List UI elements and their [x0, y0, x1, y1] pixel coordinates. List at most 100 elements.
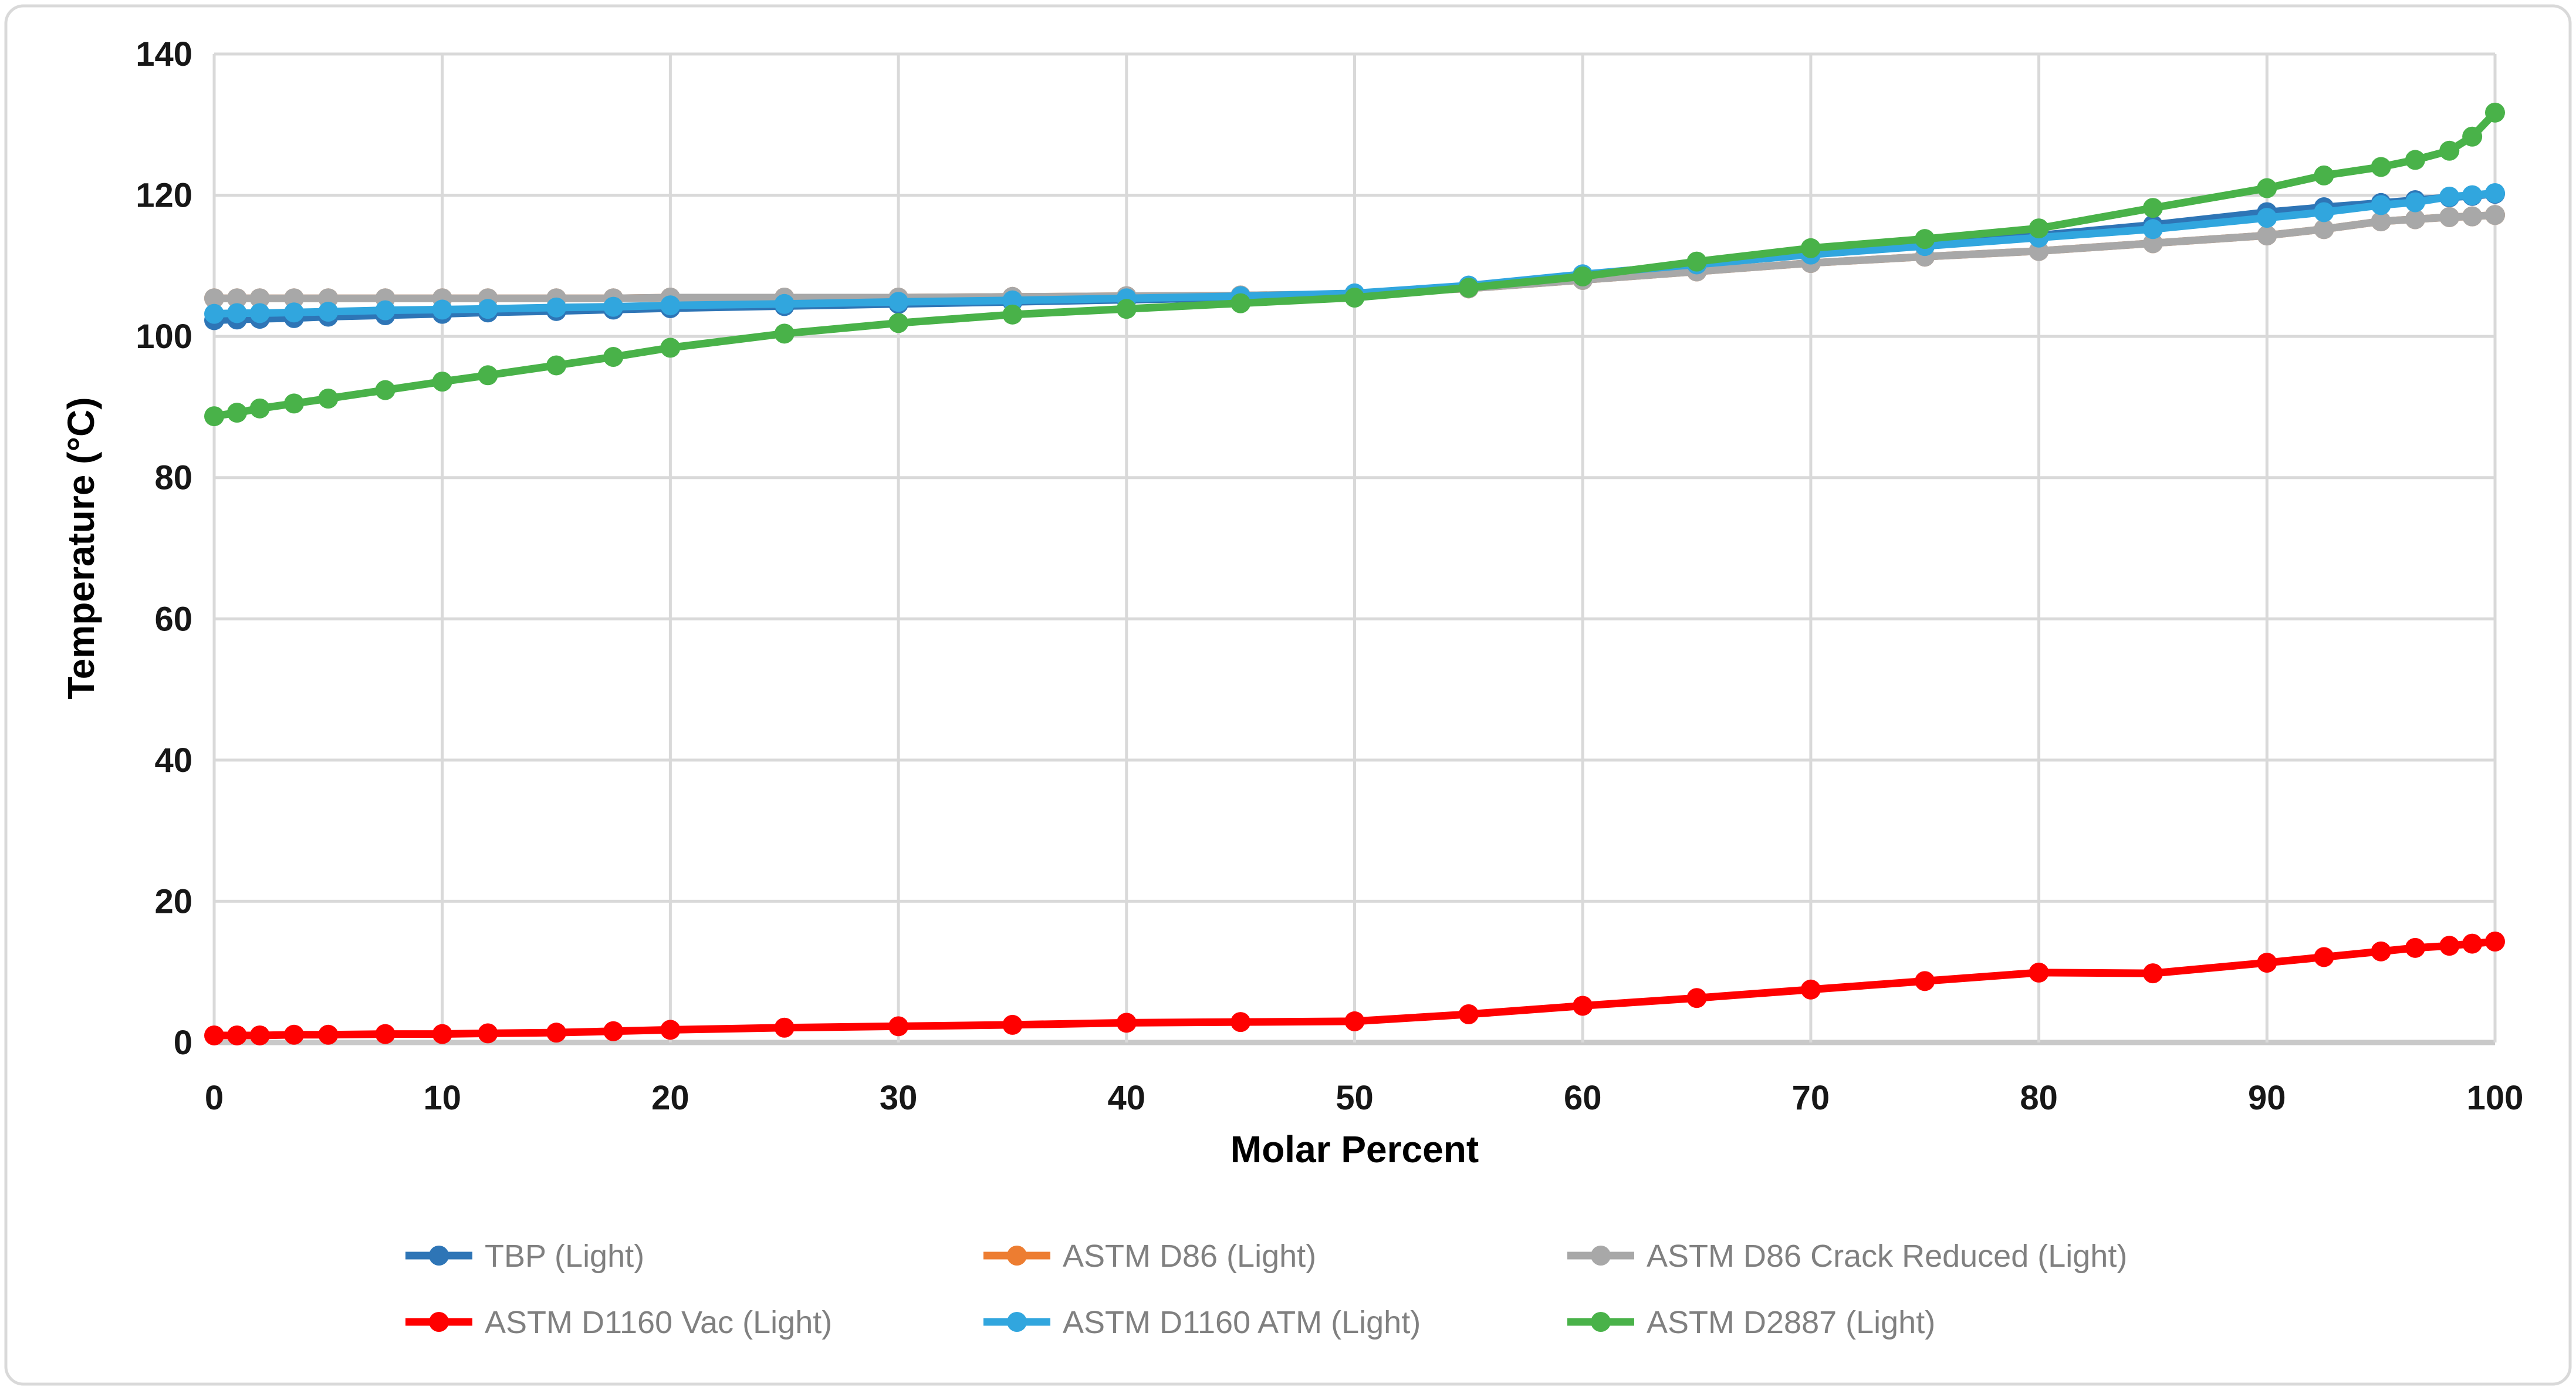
x-tick-label: 70	[1792, 1079, 1830, 1117]
data-point	[2257, 225, 2277, 246]
data-point	[1573, 266, 1593, 286]
data-point	[2142, 233, 2163, 254]
data-point	[2405, 209, 2425, 230]
data-point	[2485, 183, 2505, 203]
x-tick-label: 80	[2020, 1079, 2058, 1117]
legend-item[interactable]: ASTM D1160 ATM (Light)	[983, 1305, 1421, 1340]
data-point	[1800, 238, 1821, 258]
data-point	[432, 299, 452, 320]
legend-item[interactable]: ASTM D2887 (Light)	[1567, 1305, 1935, 1340]
data-point	[1230, 293, 1251, 313]
data-point	[432, 1024, 452, 1044]
data-point	[888, 313, 909, 333]
legend-point-sample	[1591, 1246, 1611, 1266]
legend-label: TBP (Light)	[485, 1239, 644, 1274]
x-tick-label: 90	[2248, 1079, 2286, 1117]
data-point	[603, 1021, 624, 1041]
series-group	[204, 102, 2505, 1045]
data-point	[1116, 299, 1137, 319]
legend-marker-icon	[405, 1312, 472, 1332]
y-tick-label: 120	[136, 177, 192, 215]
data-point	[2462, 185, 2483, 205]
data-point	[1344, 287, 1365, 308]
data-point	[888, 292, 909, 312]
data-point	[660, 295, 681, 316]
data-point	[227, 403, 247, 423]
data-point	[2142, 219, 2163, 239]
data-point	[774, 293, 795, 314]
data-point	[318, 1024, 339, 1045]
legend-point-sample	[429, 1312, 449, 1332]
data-point	[546, 297, 567, 318]
data-point	[2029, 218, 2049, 239]
legend-marker-icon	[1567, 1246, 1634, 1266]
legend-item[interactable]: ASTM D86 (Light)	[983, 1239, 1316, 1274]
data-point	[1686, 251, 1707, 272]
data-point	[2462, 126, 2483, 147]
data-point	[1230, 1012, 1251, 1033]
tick-labels-group: 0 20 40 60 80 100 120 140 0 10 20 30 40 50 60 70 80 90 100	[136, 35, 2523, 1117]
y-tick-label: 0	[174, 1024, 192, 1062]
legend-label: ASTM D2887 (Light)	[1647, 1305, 1935, 1340]
data-point	[284, 1024, 305, 1045]
legend-point-sample	[1007, 1312, 1027, 1332]
legend-group: TBP (Light) ASTM D86 (Light) ASTM D86 Crac…	[405, 1239, 2127, 1340]
data-point	[284, 393, 305, 414]
x-tick-label: 40	[1108, 1079, 1146, 1117]
y-tick-label: 20	[154, 882, 192, 920]
y-tick-label: 80	[154, 459, 192, 497]
legend-label: ASTM D1160 ATM (Light)	[1063, 1305, 1421, 1340]
data-point	[478, 365, 498, 386]
data-point	[284, 288, 305, 309]
data-point	[227, 303, 247, 323]
data-point	[1458, 1004, 1479, 1024]
data-point	[375, 380, 395, 400]
data-point	[2314, 219, 2334, 239]
data-point	[774, 1017, 795, 1038]
data-point	[1800, 979, 1821, 1000]
data-point	[2257, 208, 2277, 228]
data-point	[2462, 933, 2483, 954]
legend-point-sample	[429, 1246, 449, 1266]
y-axis-title: Temperature (°C)	[60, 397, 102, 699]
x-tick-label: 60	[1564, 1079, 1602, 1117]
data-point	[249, 303, 270, 323]
x-tick-label: 0	[205, 1079, 224, 1117]
legend-point-sample	[1007, 1246, 1027, 1266]
data-point	[660, 1020, 681, 1040]
legend-marker-icon	[405, 1246, 472, 1266]
legend-item[interactable]: ASTM D86 Crack Reduced (Light)	[1567, 1239, 2127, 1274]
legend-item[interactable]: TBP (Light)	[405, 1239, 644, 1274]
gridlines-group	[212, 52, 2497, 1045]
y-tick-label: 40	[154, 741, 192, 780]
x-tick-label: 30	[880, 1079, 918, 1117]
data-point	[2142, 963, 2163, 984]
data-point	[2439, 140, 2460, 161]
y-tick-label: 140	[136, 35, 192, 73]
data-point	[432, 372, 452, 392]
data-point	[249, 288, 270, 309]
data-point	[1573, 996, 1593, 1016]
data-point	[284, 302, 305, 323]
chart-frame-border	[4, 4, 2572, 1386]
data-point	[1686, 988, 1707, 1008]
series-astm-d1160-vac-light	[204, 931, 2505, 1045]
data-point	[603, 296, 624, 317]
y-tick-label: 60	[154, 600, 192, 638]
data-point	[2371, 211, 2391, 232]
data-point	[2462, 206, 2483, 227]
data-point	[2439, 186, 2460, 207]
data-point	[2371, 157, 2391, 177]
data-point	[888, 1016, 909, 1037]
data-point	[546, 355, 567, 376]
x-tick-label: 100	[2467, 1079, 2524, 1117]
data-point	[2314, 947, 2334, 967]
data-point	[2314, 165, 2334, 185]
legend-marker-icon	[983, 1246, 1050, 1266]
legend-item[interactable]: ASTM D1160 Vac (Light)	[405, 1305, 832, 1340]
data-point	[2142, 198, 2163, 218]
data-point	[249, 1025, 270, 1045]
data-point	[204, 406, 224, 427]
